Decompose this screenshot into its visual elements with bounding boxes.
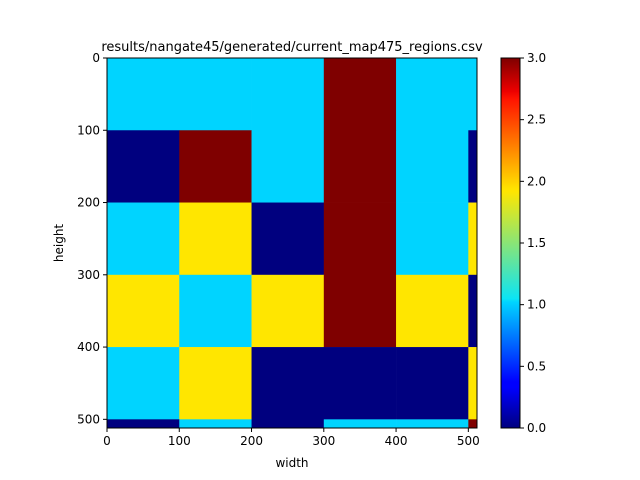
heatmap-cell-r2-c0 (107, 202, 180, 276)
colorbar-tick-label: 2.5 (527, 113, 546, 127)
y-axis-ticks: 0 100 200 300 400 500 (77, 51, 107, 426)
x-tick-label: 100 (168, 434, 191, 448)
heatmap-cell-r2-c4 (396, 202, 469, 276)
x-tick-label: 0 (103, 434, 111, 448)
heatmap-cell-r1-c3 (323, 130, 397, 203)
heatmap-cell-r4-c0 (107, 347, 180, 420)
colorbar-ticks: 0.0 0.5 1.0 1.5 2.0 2.5 3.0 (520, 51, 546, 435)
x-tick-label: 200 (240, 434, 263, 448)
y-tick-label: 300 (77, 268, 100, 282)
colorbar (500, 57, 521, 429)
heatmap-cell-r1-c2 (251, 130, 325, 203)
x-tick-label: 400 (385, 434, 408, 448)
heatmap-cell-r1-c0 (107, 130, 180, 203)
heatmap-cell-r4-c2 (251, 347, 325, 420)
colorbar-tick-label: 1.0 (527, 298, 546, 312)
x-axis-label: width (275, 456, 308, 470)
heatmap-cell-r5-c2 (251, 419, 325, 429)
heatmap-cell-r3-c5 (468, 274, 478, 348)
x-axis-ticks: 0 100 200 300 400 500 (103, 428, 480, 448)
heatmap-cell-r0-c5 (468, 58, 478, 131)
heatmap-cell-r5-c5 (468, 419, 478, 429)
chart-title: results/nangate45/generated/current_map4… (101, 40, 483, 55)
heatmap-cell-r4-c1 (179, 347, 252, 420)
heatmap-cell-r5-c0 (107, 419, 180, 429)
heatmap-cell-r3-c0 (107, 274, 180, 348)
heatmap-cell-r5-c1 (179, 419, 252, 429)
heatmap-cell-r3-c3 (323, 274, 397, 348)
heatmap-cell-r0-c0 (107, 58, 180, 131)
plot-frame (106, 57, 478, 429)
heatmap-cell-r2-c5 (468, 202, 478, 276)
heatmap-cells (107, 58, 478, 429)
heatmap-cell-r0-c2 (251, 58, 325, 131)
heatmap-cell-r1-c5 (468, 130, 478, 203)
y-tick-label: 500 (77, 412, 100, 426)
heatmap-cell-r0-c4 (396, 58, 469, 131)
heatmap-cell-r2-c1 (179, 202, 252, 276)
heatmap-cell-r2-c2 (251, 202, 325, 276)
heatmap-cell-r0-c1 (179, 58, 252, 131)
y-axis-label: height (52, 224, 66, 263)
colorbar-tick-label: 0.0 (527, 421, 546, 435)
heatmap-cell-r4-c5 (468, 347, 478, 420)
heatmap-cell-r0-c3 (323, 58, 397, 131)
heatmap-cell-r3-c4 (396, 274, 469, 348)
heatmap-cell-r5-c3 (323, 419, 397, 429)
heatmap-cell-r3-c1 (179, 274, 252, 348)
y-tick-label: 0 (92, 51, 100, 65)
colorbar-tick-label: 0.5 (527, 359, 546, 373)
heatmap-cell-r1-c1 (179, 130, 252, 203)
colorbar-tick-label: 2.0 (527, 174, 546, 188)
x-tick-label: 500 (457, 434, 480, 448)
y-tick-label: 100 (77, 123, 100, 137)
heatmap-cell-r2-c3 (323, 202, 397, 276)
x-tick-label: 300 (312, 434, 335, 448)
colorbar-tick-label: 1.5 (527, 236, 546, 250)
heatmap-cell-r4-c3 (323, 347, 397, 420)
y-tick-label: 400 (77, 340, 100, 354)
heatmap-cell-r3-c2 (251, 274, 325, 348)
y-tick-label: 200 (77, 196, 100, 210)
heatmap-cell-r5-c4 (396, 419, 469, 429)
heatmap-cell-r1-c4 (396, 130, 469, 203)
colorbar-tick-label: 3.0 (527, 51, 546, 65)
heatmap-cell-r4-c4 (396, 347, 469, 420)
